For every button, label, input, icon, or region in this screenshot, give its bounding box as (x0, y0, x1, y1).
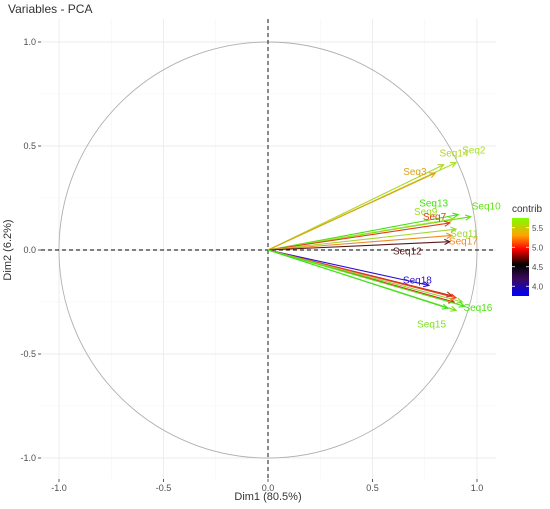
legend-tick-label: 4.0 (532, 282, 544, 291)
x-tick-label: 0.5 (366, 483, 379, 493)
legend: contrib 5.5 5.0 4.5 4.0 (512, 204, 544, 296)
variable-label-seq11: Seq11 (450, 229, 479, 240)
y-axis-label: Dim2 (6.2%) (2, 219, 14, 280)
variable-arrow-seq12 (267, 238, 452, 251)
y-tick-label: 0.5 (23, 141, 36, 151)
variable-label-seq15: Seq15 (417, 319, 446, 330)
arrow-shaft (267, 249, 430, 286)
variable-label-seq16: Seq16 (463, 303, 492, 314)
arrow-head (444, 238, 452, 246)
arrow-head (443, 220, 452, 227)
arrow-head (422, 281, 431, 288)
legend-colorbar (512, 218, 529, 296)
arrow-head (445, 291, 454, 298)
variable-arrow-seq18 (267, 249, 431, 288)
y-tick-label: -0.5 (20, 349, 36, 359)
x-axis-label: Dim1 (80.5%) (234, 491, 301, 503)
x-tick-label: -0.5 (156, 483, 172, 493)
variable-label-seq18: Seq18 (403, 275, 432, 286)
arrow-head (448, 216, 456, 223)
variable-arrow-seq3 (267, 172, 437, 251)
arrow-head (450, 305, 458, 312)
variable-arrow-seq16 (267, 249, 466, 308)
legend-title: contrib (512, 204, 542, 215)
arrow-head (452, 212, 460, 219)
y-axis-ticks: -1.0 -0.5 0.0 0.5 1.0 (20, 37, 41, 463)
x-tick-label: -1.0 (51, 483, 67, 493)
arrow-head (429, 172, 437, 179)
variable-arrow-seq14 (267, 164, 445, 251)
variable-arrow-seq11 (267, 226, 458, 251)
variable-label-seq13: Seq13 (419, 199, 448, 210)
variable-arrows (267, 161, 472, 312)
x-tick-label: 0.0 (262, 483, 275, 493)
arrow-head (437, 164, 445, 170)
arrow-shaft (267, 214, 459, 251)
y-tick-label: -1.0 (20, 453, 36, 463)
y-tick-label: 0.0 (23, 245, 36, 255)
x-axis-ticks: -1.0 -0.5 0.0 0.5 1.0 (51, 479, 483, 493)
legend-tick-label: 5.5 (532, 224, 544, 233)
variable-arrow-seq7 (267, 220, 452, 251)
variable-arrow-seq9 (267, 216, 456, 251)
arrow-shaft (267, 249, 465, 307)
arrow-head (464, 214, 472, 221)
y-tick-label: 1.0 (23, 37, 36, 47)
arrow-shaft (267, 218, 455, 251)
legend-tick-label: 5.0 (532, 243, 544, 252)
legend-ticks: 5.5 5.0 4.5 4.0 (512, 224, 544, 291)
arrow-shaft (267, 172, 436, 251)
legend-tick-label: 4.5 (532, 263, 544, 272)
variable-label-seq2: Seq2 (462, 146, 486, 157)
arrow-head (458, 301, 466, 308)
arrow-shaft (267, 249, 463, 303)
arrow-head (441, 303, 449, 310)
arrow-shaft (267, 234, 452, 251)
variable-arrow-seq1 (267, 249, 449, 310)
variable-label-seq17: Seq17 (449, 236, 478, 247)
variable-label-seq12: Seq12 (393, 247, 422, 258)
arrow-shaft (267, 241, 450, 251)
variable-label-seq3: Seq3 (403, 167, 427, 178)
variable-arrow-seq8 (267, 249, 464, 304)
arrow-head (450, 226, 458, 233)
variable-label-seq14: Seq14 (440, 149, 469, 160)
variable-arrow-seq17 (267, 232, 454, 251)
variable-label-seq9: Seq9 (414, 207, 438, 218)
arrow-shaft (267, 249, 448, 309)
arrow-shaft (267, 222, 450, 251)
arrow-head (456, 297, 464, 304)
chart-title: Variables - PCA (8, 2, 92, 16)
arrow-shaft (267, 164, 444, 251)
arrow-head (446, 232, 454, 239)
variable-arrow-seq13 (267, 212, 460, 251)
arrow-head (450, 293, 458, 300)
arrow-head (450, 161, 458, 168)
arrow-shaft (267, 228, 457, 251)
plot-panel (41, 19, 496, 479)
x-tick-label: 1.0 (471, 483, 484, 493)
variable-label-seq7: Seq7 (423, 212, 447, 223)
variable-label-seq10: Seq10 (472, 202, 501, 213)
